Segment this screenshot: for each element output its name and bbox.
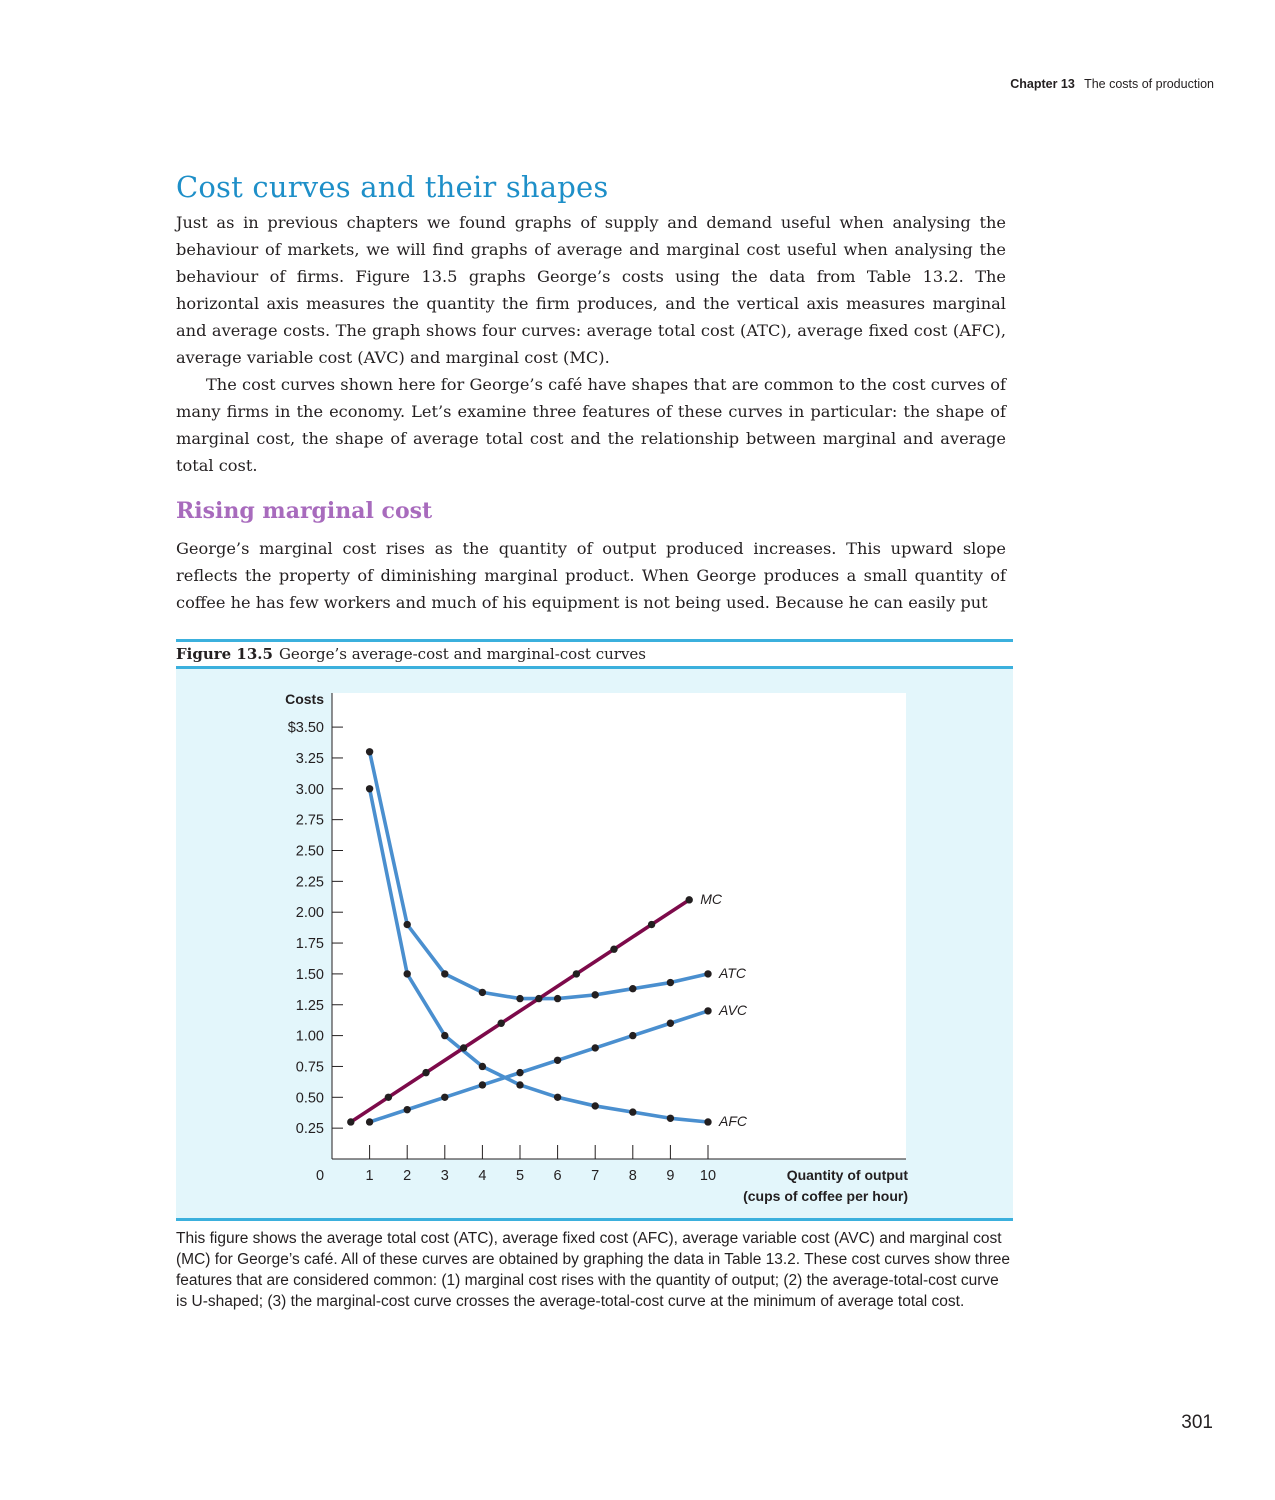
series-label-afc: AFC	[718, 1113, 748, 1129]
x-tick-label: 10	[700, 1168, 716, 1184]
paragraph-2: The cost curves shown here for George’s …	[176, 375, 1006, 475]
data-point-avc	[441, 1093, 449, 1101]
subsection-title: Rising marginal cost	[176, 498, 433, 524]
data-point-mc	[422, 1068, 430, 1077]
data-point-avc	[704, 1007, 712, 1015]
section-body: Just as in previous chapters we found gr…	[176, 209, 1006, 479]
series-label-atc: ATC	[718, 965, 747, 981]
data-point-avc	[478, 1081, 487, 1089]
data-point-atc	[478, 988, 487, 997]
y-tick-label: 2.25	[296, 874, 324, 890]
data-point-mc	[610, 945, 618, 953]
y-tick-label: 2.50	[296, 844, 324, 860]
series-line-afc	[367, 787, 710, 1124]
figure-panel: 0.25 0.50 0.75 1.00 1.25 1.50 1.75 2.00 2.25 2.50…	[176, 669, 1013, 1219]
running-head-chapter: Chapter 13	[1010, 77, 1075, 91]
data-point-atc	[666, 978, 675, 987]
data-point-mc	[685, 896, 693, 904]
x-tick-label: 7	[591, 1168, 599, 1184]
y-tick-label: 0.25	[296, 1121, 324, 1137]
y-tick-label: 0.50	[296, 1090, 324, 1106]
series-label-mc: MC	[700, 891, 723, 907]
running-head-title: The costs of production	[1084, 77, 1214, 91]
series-label-avc: AVC	[718, 1002, 748, 1018]
data-point-avc	[629, 1031, 637, 1040]
data-point-afc	[365, 785, 374, 793]
section-title: Cost curves and their shapes	[176, 170, 609, 204]
data-point-atc	[516, 994, 524, 1003]
data-point-afc	[478, 1062, 487, 1071]
data-point-afc	[403, 970, 411, 978]
data-point-avc	[365, 1118, 374, 1126]
y-tick-label: 1.00	[296, 1029, 324, 1045]
x-tick-label: 3	[441, 1168, 449, 1184]
data-point-avc	[591, 1044, 599, 1052]
series-line-avc	[367, 1009, 710, 1124]
figure-note: This figure shows the average total cost…	[176, 1230, 1011, 1310]
page-number: 301	[1181, 1412, 1213, 1433]
x-axis-label-units: (cups of coffee per hour)	[743, 1188, 908, 1204]
data-point-atc	[365, 748, 374, 756]
y-tick-label: 2.00	[296, 905, 324, 921]
data-point-avc	[666, 1019, 675, 1027]
subsection-body: George’s marginal cost rises as the quan…	[176, 535, 1006, 616]
x-tick-label: 4	[478, 1168, 486, 1184]
y-tick-label: 2.75	[296, 813, 324, 829]
y-tick-label: 0.75	[296, 1059, 324, 1075]
data-point-afc	[553, 1093, 562, 1101]
figure-bottom-rule	[176, 1218, 1013, 1221]
data-point-avc	[403, 1105, 411, 1114]
data-point-mc	[647, 920, 656, 929]
y-tick-label: $3.50	[288, 720, 324, 736]
x-tick-label: 6	[554, 1168, 562, 1184]
data-point-afc	[629, 1108, 637, 1116]
figure-top-rule	[176, 639, 1013, 642]
data-point-avc	[553, 1056, 562, 1064]
y-tick-label: 1.50	[296, 967, 324, 983]
y-tick-label: 3.25	[296, 751, 324, 767]
origin-label: 0	[316, 1168, 324, 1184]
data-point-afc	[591, 1102, 599, 1110]
figure-number: Figure 13.5	[176, 645, 273, 663]
x-axis-label: Quantity of output	[787, 1167, 909, 1183]
data-point-mc	[347, 1118, 355, 1126]
data-point-atc	[553, 994, 562, 1003]
plot-area	[332, 693, 906, 1159]
data-point-atc	[403, 920, 411, 929]
figure-caption-text: George’s average-cost and marginal-cost …	[278, 645, 646, 663]
x-tick-label: 5	[516, 1168, 524, 1184]
y-axis-label: Costs	[285, 691, 324, 707]
y-tick-label: 3.00	[296, 782, 324, 798]
figure-caption: Figure 13.5 George’s average-cost and mar…	[176, 645, 646, 663]
data-point-atc	[704, 970, 712, 978]
data-point-afc	[441, 1031, 449, 1040]
data-point-afc	[666, 1114, 675, 1122]
y-tick-label: 1.75	[296, 936, 324, 952]
data-point-mc	[384, 1093, 393, 1101]
data-point-mc	[535, 994, 543, 1003]
figure-caption-rule	[176, 666, 1013, 669]
data-point-afc	[704, 1118, 712, 1126]
running-head: Chapter 13 The costs of production	[1010, 77, 1214, 91]
data-point-atc	[629, 985, 637, 993]
x-tick-label: 2	[403, 1168, 411, 1184]
data-point-avc	[516, 1068, 524, 1077]
y-tick-label: 1.25	[296, 998, 324, 1014]
data-point-mc	[459, 1044, 468, 1052]
subsection-paragraph: George’s marginal cost rises as the quan…	[176, 539, 1006, 612]
data-point-mc	[497, 1019, 505, 1027]
data-point-mc	[572, 970, 581, 978]
series-line-mc	[349, 898, 692, 1124]
x-tick-label: 8	[629, 1168, 637, 1184]
data-point-atc	[591, 991, 599, 999]
x-tick-label: 1	[366, 1168, 374, 1184]
data-point-afc	[516, 1081, 524, 1089]
cost-curves-chart: 0.25 0.50 0.75 1.00 1.25 1.50 1.75 2.00 2.25 2.50…	[285, 691, 909, 1204]
data-point-atc	[441, 970, 449, 978]
paragraph-1: Just as in previous chapters we found gr…	[176, 213, 1006, 367]
x-tick-label: 9	[666, 1168, 674, 1184]
